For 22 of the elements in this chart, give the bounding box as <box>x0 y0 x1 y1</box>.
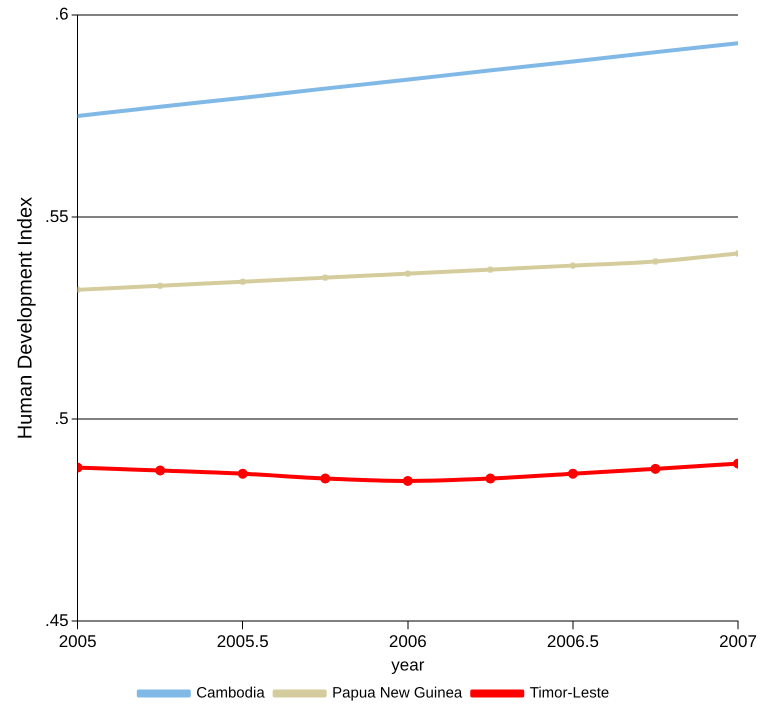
point <box>155 465 166 476</box>
point <box>402 476 413 486</box>
legend-label: Papua New Guinea <box>332 684 463 702</box>
y-tick-label: .55 <box>44 206 69 226</box>
legend-label: Timor-Leste <box>530 684 610 702</box>
x-axis-title: year <box>391 655 425 674</box>
y-tick-label: .5 <box>54 408 69 428</box>
point <box>320 474 330 484</box>
legend-label: Cambodia <box>196 684 266 702</box>
point <box>650 464 660 474</box>
y-axis-title: Human Development Index <box>14 196 37 440</box>
point <box>485 474 496 484</box>
line-series <box>78 41 738 118</box>
y-tick-label: .45 <box>44 610 69 630</box>
x-tick-label: 2006 <box>388 632 427 652</box>
y-tick-label: .6 <box>54 4 69 24</box>
x-tick-label: 2005.5 <box>216 632 269 652</box>
x-tick-label: 2005 <box>58 632 97 652</box>
x-tick-label: 2007 <box>719 632 757 652</box>
x-tick-label: 2006.5 <box>546 632 599 652</box>
point <box>568 468 578 479</box>
point <box>238 468 248 479</box>
